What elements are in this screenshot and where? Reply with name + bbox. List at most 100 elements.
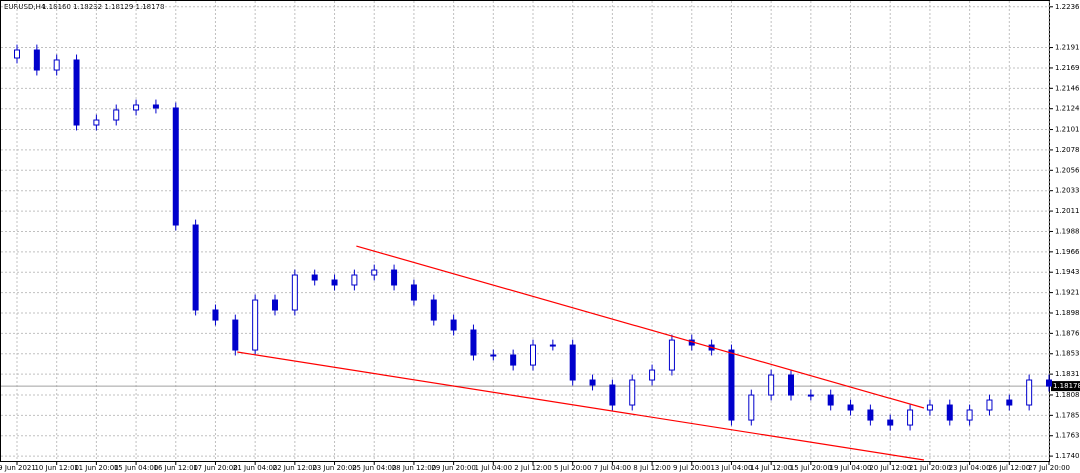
y-tick-label: 1.19660: [1055, 248, 1080, 256]
y-tick-label: 1.17630: [1055, 432, 1080, 440]
candle-body: [807, 394, 814, 397]
y-tick-label: 1.20335: [1055, 187, 1080, 195]
y-tick-label: 1.18985: [1055, 309, 1080, 317]
trendline: [237, 351, 925, 461]
y-tick-label: 1.21690: [1055, 64, 1080, 72]
x-tick-label: 13 Jul 04:00: [710, 464, 752, 472]
candle-body: [966, 409, 973, 421]
candle-body: [926, 404, 933, 411]
candle-body: [252, 299, 259, 351]
candle-body: [133, 104, 140, 111]
candle-body: [827, 394, 834, 406]
x-tick-label: 15 Jun 04:00: [114, 464, 158, 472]
y-tick-label: 1.21240: [1055, 105, 1080, 113]
candle-body: [291, 274, 298, 311]
x-tick-label: 20 Jul 12:00: [869, 464, 911, 472]
x-tick-label: 9 Jul 20:00: [673, 464, 711, 472]
y-tick-label: 1.19435: [1055, 268, 1080, 276]
symbol: EURUSD,H4: [4, 3, 46, 11]
candle-body: [649, 369, 656, 381]
candle-body: [887, 419, 894, 426]
x-tick-label: 21 Jun 04:00: [233, 464, 277, 472]
candle-body: [668, 339, 675, 371]
y-tick-label: 1.21465: [1055, 84, 1080, 92]
candle-body: [172, 107, 179, 226]
candle-body: [946, 404, 953, 421]
candle-body: [907, 409, 914, 426]
candle-body: [847, 404, 854, 411]
x-tick-label: 22 Jun 12:00: [273, 464, 317, 472]
candle-body: [490, 354, 497, 357]
candle-body: [1046, 379, 1052, 387]
x-tick-label: 8 Jul 12:00: [633, 464, 671, 472]
candle-body: [192, 224, 199, 311]
x-tick-label: 11 Jun 20:00: [74, 464, 118, 472]
x-tick-label: 5 Jul 20:00: [554, 464, 592, 472]
x-tick-label: 23 Jul 04:00: [949, 464, 991, 472]
y-tick-label: 1.20110: [1055, 207, 1080, 215]
candle-body: [430, 299, 437, 321]
y-tick-label: 1.20560: [1055, 166, 1080, 174]
candle-body: [33, 49, 40, 71]
y-tick-label: 1.17855: [1055, 411, 1080, 419]
candle-body: [232, 319, 239, 351]
candle-body: [549, 344, 556, 347]
candle-body: [470, 329, 477, 356]
quote: 1.18160 1.18232 1.18129 1.18178: [42, 3, 164, 11]
candle-body: [113, 109, 120, 121]
x-tick-label: 1 Jul 04:00: [475, 464, 513, 472]
x-tick-label: 23 Jun 20:00: [312, 464, 356, 472]
candle-body: [569, 344, 576, 381]
candle-body: [748, 394, 755, 421]
candle-body: [788, 374, 794, 396]
x-tick-label: 29 Jun 20:00: [431, 464, 475, 472]
y-tick-label: 1.19210: [1055, 289, 1080, 297]
y-tick-label: 1.21010: [1055, 126, 1080, 134]
candle-body: [311, 274, 318, 281]
candle-body: [867, 409, 874, 421]
candle-body: [589, 379, 596, 386]
y-tick-label: 1.17405: [1055, 452, 1080, 460]
y-tick-label: 1.18310: [1055, 370, 1080, 378]
candle-body: [14, 49, 20, 59]
candle-body: [510, 354, 517, 366]
candle-body: [152, 104, 159, 109]
x-tick-label: 17 Jun 20:00: [193, 464, 237, 472]
x-tick-label: 9 Jun 2021: [0, 464, 36, 472]
candle-body: [986, 399, 993, 411]
candle-body: [450, 319, 457, 331]
candle-body: [629, 379, 636, 406]
x-tick-label: 21 Jul 20:00: [909, 464, 951, 472]
x-tick-label: 10 Jun 12:00: [34, 464, 78, 472]
x-tick-label: 2 Jul 12:00: [514, 464, 552, 472]
y-tick-label: 1.19885: [1055, 227, 1080, 235]
candle-body: [609, 384, 616, 406]
x-tick-label: 7 Jul 04:00: [594, 464, 632, 472]
candle-body: [272, 299, 278, 311]
y-tick-label: 1.18535: [1055, 350, 1080, 358]
last-price-label: 1.18178: [1053, 382, 1080, 390]
candle-body: [73, 59, 80, 126]
candle-body: [212, 309, 219, 321]
y-tick-label: 1.21915: [1055, 44, 1080, 52]
x-tick-label: 19 Jul 04:00: [830, 464, 872, 472]
candle-body: [93, 119, 100, 126]
x-tick-label: 16 Jun 12:00: [154, 464, 198, 472]
candle-body: [351, 274, 358, 286]
y-tick-label: 1.20785: [1055, 146, 1080, 154]
candle-body: [1006, 399, 1013, 406]
last-price-box: [1051, 381, 1080, 392]
candle-body: [768, 374, 775, 396]
x-tick-label: 27 Jul 20:00: [1028, 464, 1070, 472]
x-tick-label: 14 Jul 12:00: [750, 464, 792, 472]
candle-body: [1026, 379, 1033, 406]
candle-body: [331, 279, 338, 286]
y-tick-label: 1.18760: [1055, 329, 1080, 337]
x-tick-label: 25 Jun 04:00: [352, 464, 396, 472]
candle-body: [391, 269, 398, 286]
candle-body: [53, 59, 60, 71]
x-tick-label: 26 Jul 12:00: [988, 464, 1030, 472]
candle-body: [410, 284, 417, 301]
